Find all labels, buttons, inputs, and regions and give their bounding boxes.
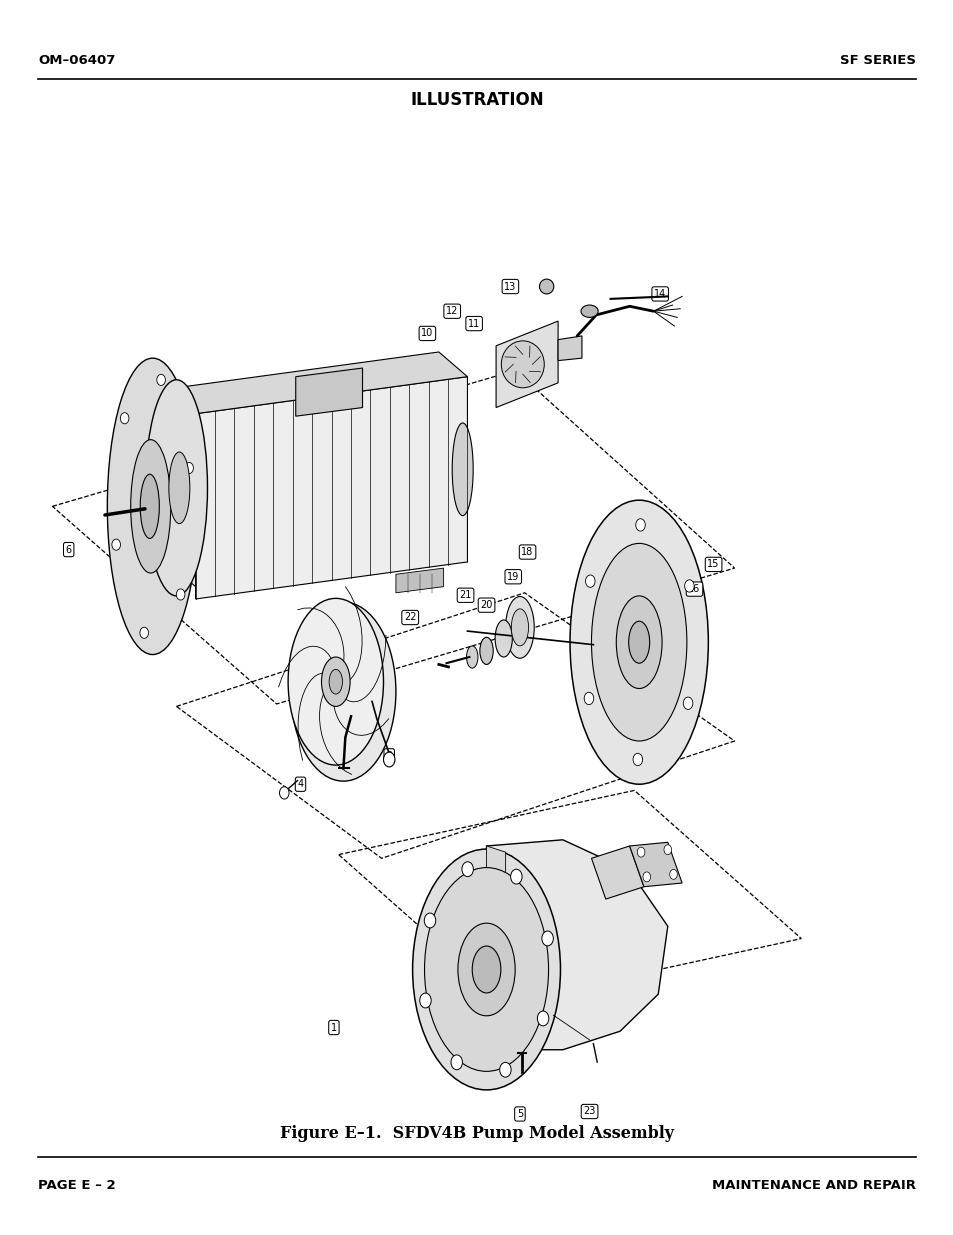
Ellipse shape: [169, 452, 190, 524]
Text: 12: 12: [446, 306, 457, 316]
Polygon shape: [195, 377, 467, 599]
Circle shape: [663, 845, 671, 855]
Polygon shape: [167, 352, 467, 414]
Ellipse shape: [140, 474, 159, 538]
Text: MAINTENANCE AND REPAIR: MAINTENANCE AND REPAIR: [711, 1179, 915, 1192]
Text: 13: 13: [504, 282, 516, 291]
Circle shape: [583, 693, 593, 705]
Ellipse shape: [321, 657, 350, 706]
Text: 17: 17: [635, 594, 646, 604]
Text: 15: 15: [707, 559, 719, 569]
Ellipse shape: [628, 621, 649, 663]
Ellipse shape: [145, 380, 208, 597]
Circle shape: [140, 627, 149, 638]
Circle shape: [279, 787, 289, 799]
Ellipse shape: [616, 597, 661, 689]
Circle shape: [424, 913, 436, 927]
Text: 8: 8: [235, 467, 241, 477]
Ellipse shape: [479, 637, 493, 664]
Circle shape: [633, 753, 642, 766]
Text: Figure E–1.  SFDV4B Pump Model Assembly: Figure E–1. SFDV4B Pump Model Assembly: [280, 1125, 673, 1142]
Polygon shape: [496, 321, 558, 408]
Polygon shape: [591, 846, 643, 899]
Circle shape: [682, 697, 692, 709]
Ellipse shape: [412, 850, 559, 1091]
Ellipse shape: [570, 500, 707, 784]
Ellipse shape: [107, 358, 198, 655]
Polygon shape: [558, 336, 581, 361]
Ellipse shape: [131, 440, 171, 573]
Polygon shape: [629, 842, 681, 887]
Circle shape: [635, 519, 644, 531]
Ellipse shape: [457, 924, 515, 1015]
Circle shape: [185, 462, 193, 473]
Ellipse shape: [291, 603, 395, 782]
Circle shape: [510, 869, 521, 884]
Text: SF SERIES: SF SERIES: [839, 54, 915, 67]
Circle shape: [541, 931, 553, 946]
Circle shape: [537, 1011, 548, 1026]
Text: 6: 6: [66, 545, 71, 555]
Circle shape: [120, 412, 129, 424]
Text: ILLUSTRATION: ILLUSTRATION: [410, 91, 543, 109]
Polygon shape: [167, 389, 195, 587]
Text: 10: 10: [421, 329, 433, 338]
Circle shape: [383, 752, 395, 767]
Circle shape: [419, 993, 431, 1008]
Ellipse shape: [495, 620, 512, 657]
Circle shape: [156, 374, 165, 385]
Text: 14: 14: [654, 289, 665, 299]
Ellipse shape: [539, 279, 553, 294]
Ellipse shape: [580, 305, 598, 317]
Text: OM–06407: OM–06407: [38, 54, 115, 67]
Circle shape: [461, 862, 473, 877]
Text: PAGE E – 2: PAGE E – 2: [38, 1179, 115, 1192]
Circle shape: [684, 579, 694, 592]
Text: 3: 3: [338, 767, 344, 777]
Ellipse shape: [591, 543, 686, 741]
Circle shape: [642, 872, 650, 882]
Ellipse shape: [472, 946, 500, 993]
Text: 19: 19: [507, 572, 518, 582]
Polygon shape: [395, 568, 443, 593]
Polygon shape: [486, 840, 667, 1050]
Circle shape: [176, 589, 185, 600]
Text: 1: 1: [331, 1023, 336, 1032]
Ellipse shape: [329, 669, 342, 694]
Circle shape: [637, 847, 644, 857]
Circle shape: [669, 869, 677, 879]
Ellipse shape: [452, 422, 473, 516]
Circle shape: [451, 1055, 462, 1070]
Text: 22: 22: [403, 613, 416, 622]
Ellipse shape: [424, 867, 548, 1072]
Text: 25: 25: [298, 405, 312, 415]
Text: 18: 18: [521, 547, 533, 557]
Ellipse shape: [466, 646, 477, 668]
Polygon shape: [295, 368, 362, 416]
Ellipse shape: [505, 597, 534, 658]
Text: 5: 5: [517, 1109, 522, 1119]
Text: 24: 24: [266, 421, 277, 431]
Text: 9: 9: [221, 448, 227, 458]
Circle shape: [112, 540, 120, 551]
Text: 23: 23: [583, 1107, 595, 1116]
Ellipse shape: [501, 341, 544, 388]
Text: 2: 2: [386, 751, 392, 761]
Circle shape: [585, 576, 595, 588]
Text: 11: 11: [468, 319, 479, 329]
Polygon shape: [486, 846, 505, 1050]
Text: 4: 4: [297, 779, 303, 789]
Circle shape: [499, 1062, 511, 1077]
Ellipse shape: [288, 599, 383, 766]
Ellipse shape: [511, 609, 528, 646]
Text: 21: 21: [459, 590, 471, 600]
Text: 7: 7: [121, 448, 127, 458]
Text: 20: 20: [480, 600, 492, 610]
Text: 16: 16: [688, 584, 700, 594]
